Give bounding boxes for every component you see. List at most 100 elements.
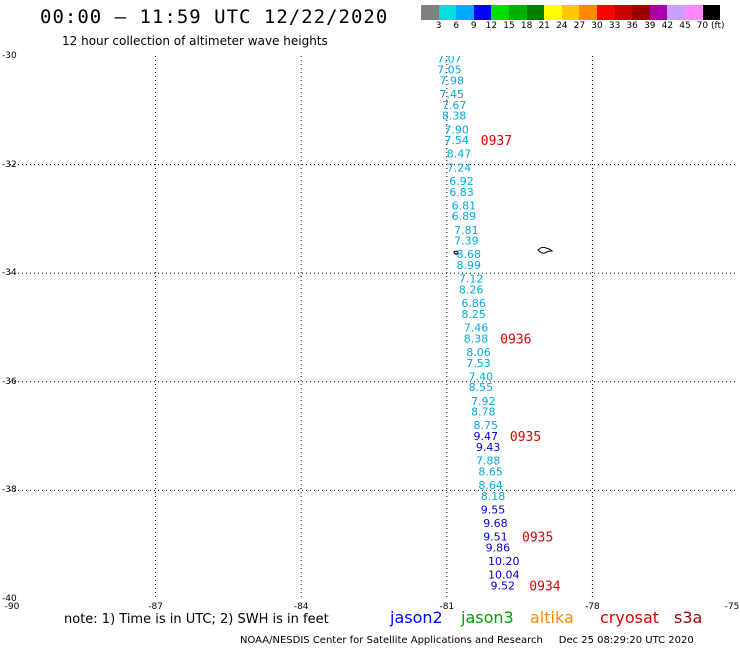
color-scale-label: 33	[608, 21, 621, 31]
wave-height-value: 8.25	[461, 308, 486, 321]
wave-height-value: 6.86	[461, 297, 486, 310]
color-swatch-5	[508, 5, 527, 20]
wave-height-value: 7.05	[437, 64, 462, 77]
wave-height-value: 7.90	[444, 123, 469, 136]
color-swatch-3	[473, 5, 492, 20]
color-swatch-15	[684, 5, 703, 20]
wave-height-value: 7.92	[471, 395, 496, 408]
wave-height-value: 7.67	[442, 99, 467, 112]
wave-height-value: 7.46	[464, 322, 489, 335]
color-swatch-13	[649, 5, 668, 20]
wave-height-value: 6.83	[449, 186, 474, 199]
color-swatch-14	[667, 5, 685, 20]
map-title: 00:00 – 11:59 UTC 12/22/2020	[40, 6, 389, 28]
wave-height-value: 8.47	[447, 148, 472, 161]
color-swatch-0	[421, 5, 439, 20]
wave-height-value: 8.99	[457, 259, 482, 272]
wave-height-value: 7.98	[440, 74, 465, 87]
color-scale-label: 3	[435, 21, 442, 31]
small-island	[537, 246, 554, 254]
pass-time-label: 0934	[529, 579, 560, 594]
map-subtitle: 12 hour collection of altimeter wave hei…	[62, 34, 328, 48]
wave-height-value: 7.53	[466, 357, 491, 370]
color-scale-label: 9	[470, 21, 477, 31]
latitude-label: -38	[2, 485, 17, 496]
color-swatch-16	[702, 5, 721, 20]
latitude-label: -34	[2, 268, 17, 279]
legend-item-s3a: s3a	[674, 608, 703, 627]
island-outline	[453, 246, 554, 255]
wave-height-value: 6.92	[449, 175, 474, 188]
wave-height-value: 8.65	[478, 465, 503, 478]
wave-height-value: 9.52	[490, 579, 514, 592]
wave-height-value: 7.07	[437, 56, 462, 66]
pass-time-label: 0937	[481, 134, 512, 149]
color-scale-label: 45	[679, 21, 691, 31]
color-scale-label: 27	[573, 21, 586, 31]
color-scale-label: 12	[485, 21, 498, 31]
latitude-label: -30	[2, 51, 17, 61]
pass-time-label: 0936	[500, 332, 531, 347]
wave-height-value: 7.24	[447, 161, 472, 174]
color-swatch-6	[526, 5, 545, 20]
latitude-label: -32	[2, 159, 17, 170]
legend-item-altika: altika	[530, 608, 574, 627]
legend-item-jason2: jason2	[390, 608, 443, 627]
color-scale-bar	[421, 5, 721, 20]
color-scale-labels: 3 6 9 12 15 18 21 24 27 30 33 36 39 42 45 70 (ft)	[421, 21, 740, 33]
wave-height-value: 7.88	[476, 455, 501, 468]
wave-height-value: 9.43	[476, 441, 501, 454]
wave-height-value: 9.68	[483, 517, 508, 530]
color-scale-label: 42	[661, 21, 674, 31]
wave-height-value: 8.06	[466, 346, 491, 359]
color-scale-label: 21	[538, 21, 550, 31]
color-swatch-11	[614, 5, 633, 20]
pass-times: 0937 0936 0935 0935 0934	[481, 134, 561, 594]
wave-height-value: 7.45	[440, 88, 465, 101]
color-swatch-10	[596, 5, 615, 20]
wave-height-value: 7.81	[454, 224, 479, 237]
wave-height-value: 10.20	[488, 555, 520, 568]
wave-height-value: 9.55	[481, 503, 506, 516]
color-scale-label: 30	[591, 21, 603, 31]
footer-credit: NOAA/NESDIS Center for Satellite Applica…	[240, 635, 694, 646]
color-swatch-8	[561, 5, 580, 20]
wave-height-points: 7.077.057.987.457.678.387.907.548.477.24…	[437, 56, 519, 592]
wave-height-value: 9.86	[486, 541, 511, 554]
wave-height-value: 7.12	[459, 273, 484, 286]
pass-time-label: 0935	[522, 531, 553, 546]
longitude-label: -90	[4, 602, 20, 612]
color-scale-label: 15	[503, 21, 515, 31]
color-scale-label: 39	[644, 21, 656, 31]
tiny-island	[453, 250, 459, 255]
wave-height-map: 7.077.057.987.457.678.387.907.548.477.24…	[10, 56, 738, 599]
wave-height-value: 7.39	[454, 235, 479, 248]
longitude-label: -87	[148, 602, 163, 612]
color-swatch-12	[632, 5, 650, 20]
wave-height-value: 9.47	[473, 430, 498, 443]
color-scale-label: 36	[626, 21, 638, 31]
wave-height-value: 8.38	[442, 110, 467, 123]
color-swatch-4	[491, 5, 509, 20]
map-grid	[10, 56, 738, 599]
color-scale-label: 70 (ft)	[696, 21, 725, 31]
longitude-label: -75	[724, 602, 740, 612]
wave-height-value: 8.68	[457, 248, 482, 261]
wave-height-value: 10.04	[488, 569, 520, 582]
longitude-label: -84	[293, 602, 309, 612]
legend-item-jason3: jason3	[461, 608, 514, 627]
latitude-label: -40	[2, 594, 17, 604]
color-scale-label: 24	[556, 21, 568, 31]
wave-height-value: 8.75	[473, 419, 498, 432]
legend-item-cryosat: cryosat	[600, 608, 660, 627]
wave-height-value: 8.55	[469, 381, 494, 394]
color-swatch-7	[544, 5, 562, 20]
longitude-label: -81	[439, 602, 455, 612]
wave-height-value: 8.64	[478, 479, 503, 492]
longitude-label: -78	[585, 602, 600, 612]
pass-time-label: 0935	[510, 430, 541, 445]
wave-height-value: 8.18	[481, 490, 506, 503]
latitude-label: -36	[2, 376, 17, 387]
wave-height-value: 6.81	[452, 199, 477, 212]
wave-height-value: 8.78	[471, 406, 496, 419]
